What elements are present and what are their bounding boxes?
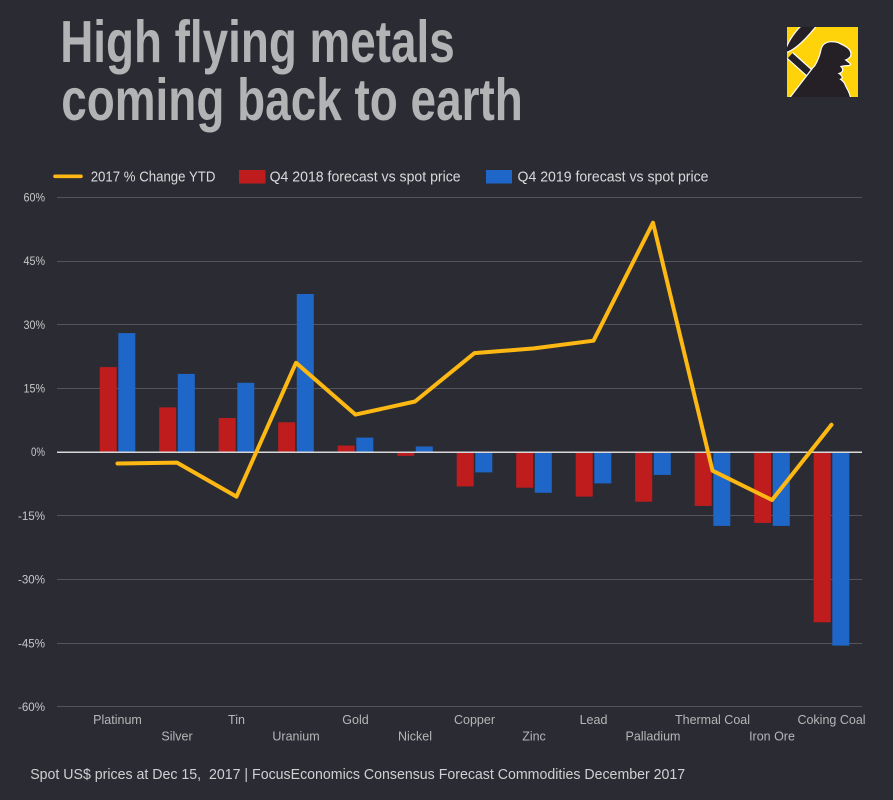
svg-text:2017 % Change YTD: 2017 % Change YTD — [91, 169, 216, 186]
svg-text:45%: 45% — [24, 254, 46, 268]
svg-text:Nickel: Nickel — [398, 729, 432, 743]
svg-text:Zinc: Zinc — [522, 729, 546, 743]
svg-text:Iron Ore: Iron Ore — [749, 729, 795, 743]
svg-text:-30%: -30% — [18, 573, 45, 587]
svg-text:30%: 30% — [24, 318, 46, 332]
svg-text:15%: 15% — [24, 382, 46, 396]
svg-text:coming back to earth: coming back to earth — [61, 67, 523, 133]
svg-text:Lead: Lead — [580, 713, 608, 727]
svg-text:Palladium: Palladium — [626, 729, 681, 743]
svg-text:Thermal Coal: Thermal Coal — [675, 713, 750, 727]
svg-text:Tin: Tin — [228, 713, 245, 727]
svg-text:Platinum: Platinum — [93, 713, 142, 727]
svg-text:Copper: Copper — [454, 713, 495, 727]
svg-text:Coking Coal: Coking Coal — [797, 713, 865, 727]
svg-text:-15%: -15% — [18, 509, 45, 523]
svg-text:Q4 2018 forecast vs spot price: Q4 2018 forecast vs spot price — [270, 169, 461, 186]
svg-text:Uranium: Uranium — [272, 729, 319, 743]
svg-text:0%: 0% — [31, 445, 45, 459]
svg-text:Spot US$ prices at Dec 15, 20: Spot US$ prices at Dec 15, 2017 | FocusE… — [30, 766, 685, 783]
svg-text:60%: 60% — [24, 190, 46, 204]
svg-text:High flying metals: High flying metals — [60, 9, 455, 75]
svg-text:Q4 2019 forecast vs spot price: Q4 2019 forecast vs spot price — [518, 169, 709, 186]
svg-text:Gold: Gold — [342, 713, 368, 727]
svg-text:-45%: -45% — [18, 636, 45, 650]
svg-text:-60%: -60% — [18, 700, 45, 714]
svg-text:Silver: Silver — [161, 729, 192, 743]
